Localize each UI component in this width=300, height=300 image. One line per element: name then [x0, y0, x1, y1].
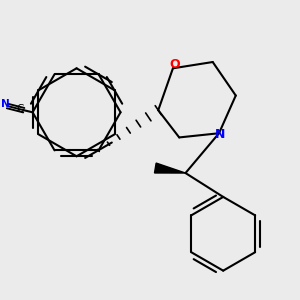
Polygon shape — [154, 163, 185, 173]
Text: N: N — [215, 128, 226, 141]
Text: O: O — [170, 58, 180, 70]
Text: C: C — [17, 103, 24, 113]
Text: N: N — [1, 99, 9, 109]
